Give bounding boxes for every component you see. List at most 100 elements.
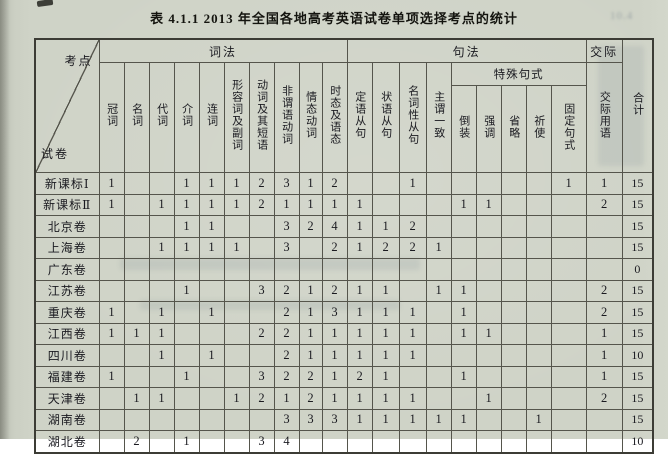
value-cell: 1	[173, 279, 200, 302]
value-cell	[223, 365, 250, 388]
value-cell	[173, 258, 200, 281]
value-cell	[398, 279, 427, 302]
value-cell	[371, 172, 400, 195]
header-row-subgroups: 冠词 名词 代词 介词 连词 形容词及副词 动词及其短语 非谓语动词 情态动词 …	[35, 62, 653, 173]
value-cell: 1	[398, 172, 427, 195]
value-cell: 1	[346, 279, 373, 302]
value-cell: 2	[123, 430, 150, 453]
value-cell	[475, 365, 502, 388]
column-header-imperative: 祈使	[525, 85, 552, 173]
corner-cell: 考点 试卷	[34, 38, 100, 173]
group-header-syntax: 句法	[346, 38, 587, 63]
column-header-verb-phrase: 动词及其短语	[248, 62, 275, 173]
value-cell: 1	[123, 387, 150, 410]
value-cell: 1	[398, 344, 427, 367]
value-cell	[585, 430, 623, 453]
value-cell: 1	[298, 193, 323, 216]
row-label: 广东卷	[34, 258, 100, 281]
value-cell: 1	[371, 408, 400, 431]
value-cell: 1	[425, 236, 452, 259]
value-cell: 1	[475, 322, 502, 345]
table-row: 湖北卷 2 1 3 4 10	[34, 430, 654, 453]
group-header-morphology: 词法	[98, 38, 348, 63]
column-header-subject-verb-agreement: 主谓一致	[425, 62, 452, 173]
value-cell	[450, 215, 477, 238]
value-cell	[500, 279, 527, 302]
value-cell: 2	[248, 172, 275, 195]
value-cell: 3	[273, 172, 300, 195]
value-cell: 1	[148, 322, 175, 345]
value-cell	[550, 430, 587, 453]
value-cell	[525, 279, 552, 302]
group-header-communication: 交际	[585, 38, 623, 63]
value-cell	[148, 279, 175, 302]
value-cell: 2	[298, 387, 323, 410]
value-cell: 1	[550, 172, 587, 195]
header-row-groups: 考点 试卷 词法 句法 交际 合计	[34, 38, 654, 173]
value-cell	[525, 344, 552, 367]
value-cell: 2	[398, 215, 427, 238]
column-header-adverbial-clause: 状语从句	[371, 62, 400, 173]
value-cell	[425, 365, 452, 388]
value-cell	[273, 258, 300, 281]
value-cell	[223, 301, 250, 324]
value-cell: 2	[273, 322, 300, 345]
value-cell	[298, 236, 323, 259]
value-cell: 1	[223, 172, 250, 195]
value-cell	[198, 365, 225, 388]
value-cell	[550, 322, 587, 345]
value-cell: 2	[248, 387, 275, 410]
value-cell	[371, 193, 400, 216]
row-label: 福建卷	[34, 365, 100, 388]
column-header-emphasis: 强调	[475, 85, 502, 173]
value-cell	[223, 215, 250, 238]
value-cell	[500, 387, 527, 410]
value-cell: 1	[450, 365, 477, 388]
value-cell: 1	[585, 365, 623, 388]
value-cell	[525, 301, 552, 324]
column-header-preposition: 介词	[173, 62, 200, 173]
value-cell	[123, 301, 150, 324]
value-cell: 1	[585, 344, 623, 367]
value-cell	[298, 430, 323, 453]
value-cell	[346, 258, 373, 281]
value-cell	[248, 215, 275, 238]
value-cell: 1	[298, 301, 323, 324]
value-cell: 2	[585, 301, 623, 324]
value-cell: 1	[148, 344, 175, 367]
column-header-pronoun: 代词	[148, 62, 175, 173]
value-cell	[223, 430, 250, 453]
row-total: 10	[621, 430, 654, 453]
value-cell	[425, 322, 452, 345]
table-row: 北京卷 1 1 3 2 4 1 1 2 15	[34, 215, 654, 238]
value-cell	[123, 365, 150, 388]
value-cell	[475, 408, 502, 431]
value-cell	[450, 236, 477, 259]
row-label: 天津卷	[34, 387, 100, 410]
value-cell	[525, 172, 552, 195]
value-cell	[475, 215, 502, 238]
table-row: 新课标Ⅰ 1 1 1 1 2 3 1 2 1 1 1 15	[34, 172, 654, 195]
value-cell	[321, 258, 348, 281]
value-cell: 3	[321, 408, 348, 431]
row-total: 15	[621, 365, 654, 388]
column-header-nonfinite-verb: 非谓语动词	[273, 62, 300, 173]
value-cell	[475, 172, 502, 195]
value-cell	[398, 258, 427, 281]
value-cell: 3	[248, 365, 275, 388]
value-cell	[98, 215, 125, 238]
value-cell	[500, 172, 527, 195]
value-cell: 1	[148, 193, 175, 216]
header-row-special: 倒装 强调 省略 祈使 固定句式	[35, 85, 653, 173]
value-cell	[98, 279, 125, 302]
value-cell	[123, 279, 150, 302]
value-cell	[198, 430, 225, 453]
value-cell: 1	[425, 408, 452, 431]
value-cell	[550, 408, 587, 431]
column-header-noun-clause: 名词性从句	[398, 62, 427, 173]
row-label: 江苏卷	[34, 279, 100, 302]
table-row: 重庆卷 1 1 1 2 1 3 1 1 1 1 2 15	[34, 301, 654, 324]
value-cell: 4	[273, 430, 300, 453]
value-cell	[525, 387, 552, 410]
